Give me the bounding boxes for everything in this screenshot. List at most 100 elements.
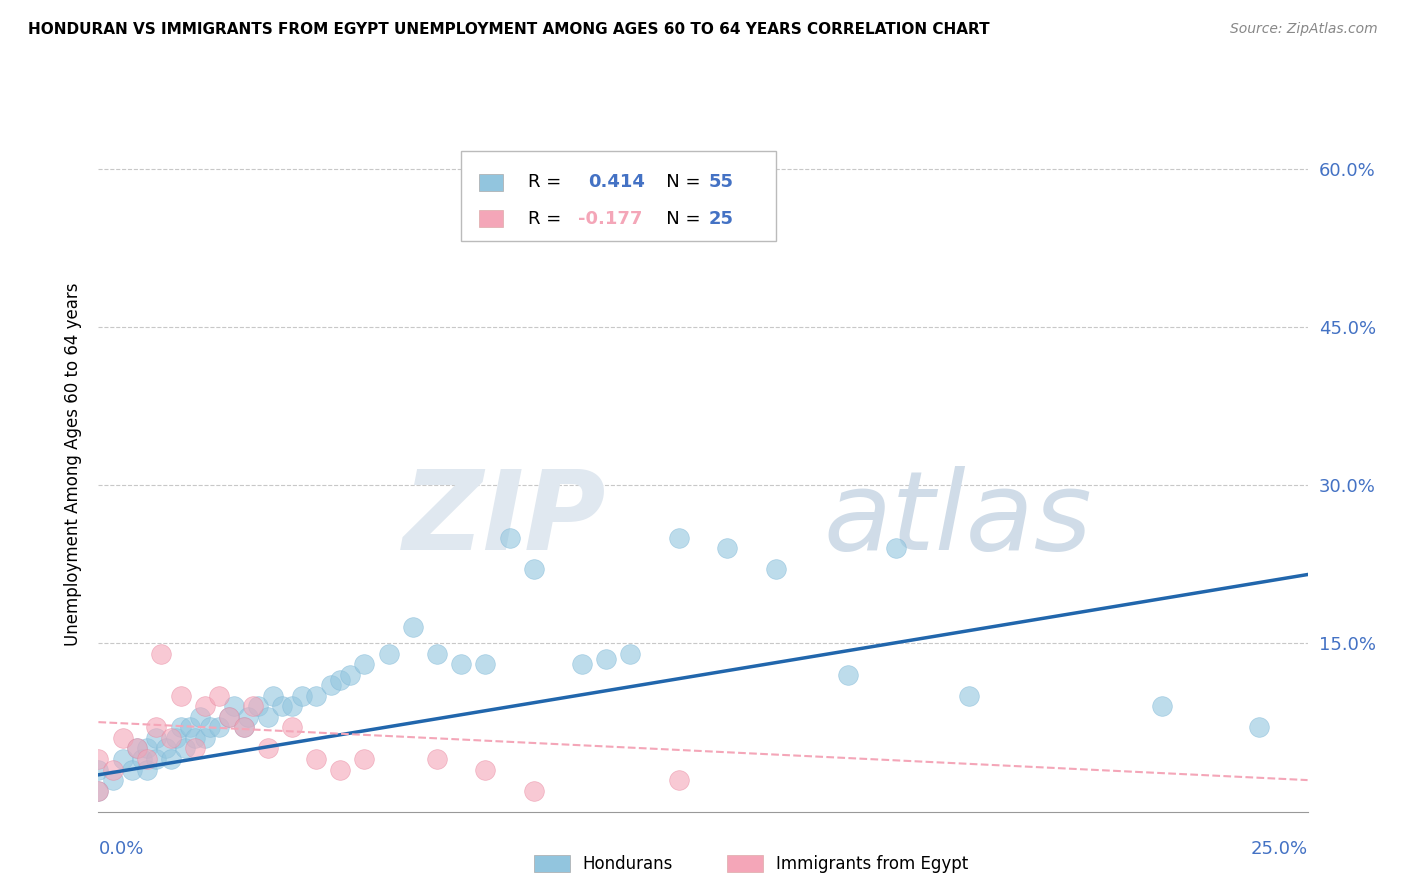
Point <box>571 657 593 672</box>
Point <box>305 689 328 703</box>
Point <box>523 562 546 576</box>
Point <box>87 783 110 797</box>
Point <box>957 689 980 703</box>
Point <box>131 752 153 766</box>
Text: 25.0%: 25.0% <box>1250 839 1308 857</box>
Point <box>145 752 167 766</box>
Text: HONDURAN VS IMMIGRANTS FROM EGYPT UNEMPLOYMENT AMONG AGES 60 TO 64 YEARS CORRELA: HONDURAN VS IMMIGRANTS FROM EGYPT UNEMPL… <box>28 22 990 37</box>
Point <box>595 652 617 666</box>
Point <box>179 720 201 734</box>
Point <box>145 720 167 734</box>
Point <box>87 763 110 777</box>
Point <box>222 699 245 714</box>
Point <box>281 699 304 714</box>
Point <box>498 531 520 545</box>
Point <box>127 741 149 756</box>
Point <box>232 720 254 734</box>
Point <box>668 531 690 545</box>
Point <box>208 720 231 734</box>
Point <box>329 673 352 687</box>
Text: 25: 25 <box>709 210 734 227</box>
Text: Hondurans: Hondurans <box>582 855 672 873</box>
Point <box>474 763 496 777</box>
Point <box>208 689 231 703</box>
Point <box>188 710 211 724</box>
Point <box>247 699 270 714</box>
Text: Source: ZipAtlas.com: Source: ZipAtlas.com <box>1230 22 1378 37</box>
Point <box>111 752 134 766</box>
Text: N =: N = <box>648 210 706 227</box>
Point <box>135 741 157 756</box>
Point <box>218 710 240 724</box>
Text: R =: R = <box>527 173 572 192</box>
Point <box>165 731 187 745</box>
Point <box>242 699 264 714</box>
Point <box>426 647 449 661</box>
Point <box>87 752 110 766</box>
Point <box>184 741 207 756</box>
FancyBboxPatch shape <box>479 210 503 227</box>
Point <box>111 731 134 745</box>
Point <box>101 763 124 777</box>
Text: Immigrants from Egypt: Immigrants from Egypt <box>776 855 967 873</box>
Point <box>160 731 183 745</box>
Point <box>474 657 496 672</box>
Point <box>450 657 472 672</box>
Point <box>238 710 260 724</box>
Text: N =: N = <box>648 173 706 192</box>
Point <box>184 731 207 745</box>
Point <box>145 731 167 745</box>
Point <box>290 689 312 703</box>
Point <box>837 667 859 681</box>
Point <box>135 752 157 766</box>
Text: atlas: atlas <box>824 466 1092 573</box>
Point <box>305 752 328 766</box>
FancyBboxPatch shape <box>461 151 776 241</box>
Text: ZIP: ZIP <box>402 466 606 573</box>
Point <box>402 620 425 634</box>
Point <box>160 752 183 766</box>
Point <box>232 720 254 734</box>
Point <box>262 689 284 703</box>
Point <box>353 752 375 766</box>
FancyBboxPatch shape <box>727 855 763 872</box>
Text: 0.0%: 0.0% <box>98 839 143 857</box>
Point <box>281 720 304 734</box>
Point <box>256 741 278 756</box>
FancyBboxPatch shape <box>534 855 569 872</box>
Point <box>194 699 217 714</box>
Point <box>194 731 217 745</box>
Text: 55: 55 <box>709 173 734 192</box>
Point <box>1152 699 1174 714</box>
Point <box>256 710 278 724</box>
Point <box>319 678 342 692</box>
Point <box>619 647 641 661</box>
Point <box>271 699 294 714</box>
Point <box>169 720 191 734</box>
Point <box>218 710 240 724</box>
Point <box>135 763 157 777</box>
Point <box>150 647 173 661</box>
FancyBboxPatch shape <box>479 174 503 191</box>
Point <box>716 541 738 556</box>
Y-axis label: Unemployment Among Ages 60 to 64 years: Unemployment Among Ages 60 to 64 years <box>63 282 82 646</box>
Point <box>198 720 221 734</box>
Point <box>668 773 690 788</box>
Point <box>426 752 449 766</box>
Point <box>174 741 197 756</box>
Point <box>886 541 908 556</box>
Point <box>353 657 375 672</box>
Point <box>121 763 143 777</box>
Point <box>765 562 787 576</box>
Point <box>101 773 124 788</box>
Text: R =: R = <box>527 210 567 227</box>
Point <box>377 647 399 661</box>
Point <box>155 741 177 756</box>
Point <box>339 667 361 681</box>
Point <box>1249 720 1271 734</box>
Text: -0.177: -0.177 <box>578 210 643 227</box>
Point <box>127 741 149 756</box>
Point <box>329 763 352 777</box>
Point <box>87 783 110 797</box>
Point <box>169 689 191 703</box>
